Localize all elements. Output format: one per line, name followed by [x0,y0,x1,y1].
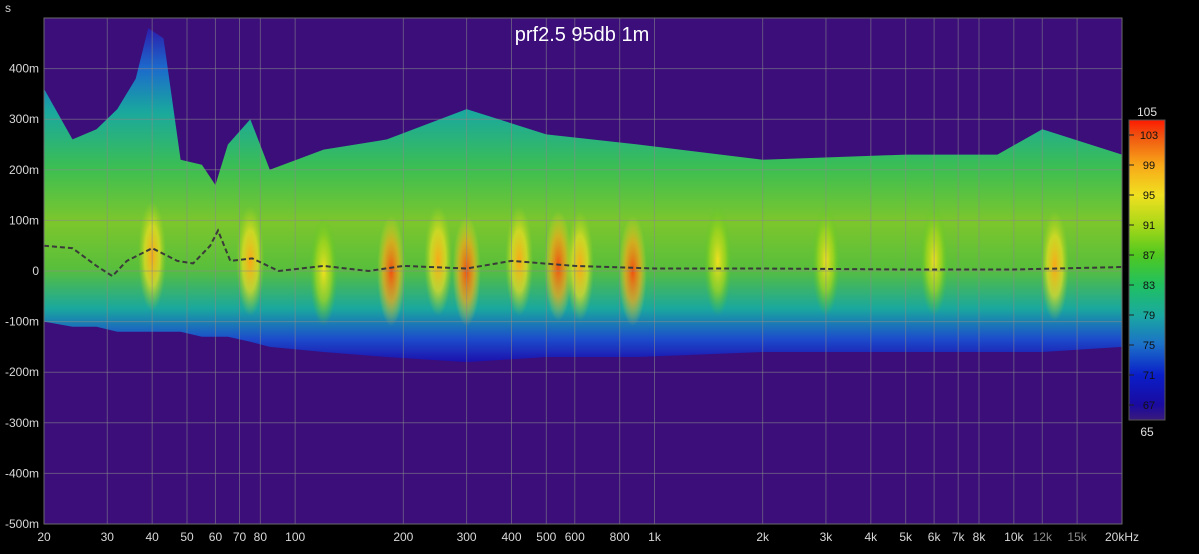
y-tick-label: 300m [9,112,39,126]
colorbar-tick-label: 67 [1143,400,1155,412]
x-tick-label: 800 [610,530,630,544]
x-tick-label: 200 [393,530,413,544]
x-tick-label: 2k [756,530,770,544]
y-tick-label: -100m [5,315,39,329]
colorbar-max-label: 105 [1137,105,1157,119]
hot-spot [236,205,265,316]
x-tick-label: 100 [285,530,305,544]
colorbar-scale [1128,119,1166,421]
peak-delay-line [43,228,1123,278]
y-tick-label: -300m [5,416,39,430]
x-tick-label: 12k [1033,530,1053,544]
colorbar-tick-label: 75 [1143,340,1155,352]
colorbar-tick-label: 91 [1143,220,1155,232]
x-tick-label: 4k [864,530,878,544]
x-tick-label: 8k [973,530,987,544]
x-tick-label: 400 [501,530,521,544]
y-tick-label: -200m [5,365,39,379]
y-tick-label: -400m [5,466,39,480]
colorbar-tick-label: 95 [1143,190,1155,202]
heatmap-group [44,28,1122,363]
x-tick-label: 300 [457,530,477,544]
y-tick-label: 0 [32,264,39,278]
x-tick-label: 3k [820,530,834,544]
hot-spot [565,210,594,321]
y-axis-unit-label: s [5,1,11,15]
colorbar-tick-label: 79 [1143,310,1155,322]
colorbar-tick-label: 99 [1143,160,1155,172]
x-tick-label: 500 [536,530,556,544]
y-tick-label: -500m [5,517,39,531]
colorbar-tick-label: 83 [1143,280,1155,292]
colorbar-tick-label: 87 [1143,250,1155,262]
x-tick-label: 5k [899,530,913,544]
x-tick-label: 80 [254,530,268,544]
chart-title: prf2.5 95db 1m [515,24,650,46]
colorbar: 103 99 95 91 87 83 79 75 71 67 105 65 [1128,105,1166,439]
hot-spot [703,205,732,316]
x-tick-label: 60 [209,530,223,544]
x-tick-label: 6k [928,530,942,544]
x-tick-label: 1k [648,530,662,544]
x-tick-label: 50 [180,530,194,544]
hot-spot [424,205,453,316]
colorbar-tick-label: 71 [1143,370,1155,382]
colorbar-tick-label: 103 [1140,130,1158,142]
hot-spot [544,210,573,321]
x-tick-label: 10k [1004,530,1024,544]
y-tick-label: 200m [9,163,39,177]
x-tick-label: 20kHz [1105,530,1139,544]
axes: 20 30 40 50 60 70 80 100 200 300 400 500 600 800 1k 2k 3… [5,17,1139,544]
x-tick-label: 600 [565,530,585,544]
plot-border [43,17,1123,525]
x-tick-label: 40 [145,530,159,544]
y-tick-label: 400m [9,62,39,76]
x-tick-label: 7k [952,530,966,544]
y-tick-label: 100m [9,213,39,227]
hot-spot [1040,210,1069,321]
colorbar-min-label: 65 [1140,425,1154,439]
x-tick-label: 30 [101,530,115,544]
x-tick-label: 20 [37,530,51,544]
x-tick-label: 15k [1067,530,1087,544]
overlay [43,228,1123,278]
x-tick-label: 70 [233,530,247,544]
